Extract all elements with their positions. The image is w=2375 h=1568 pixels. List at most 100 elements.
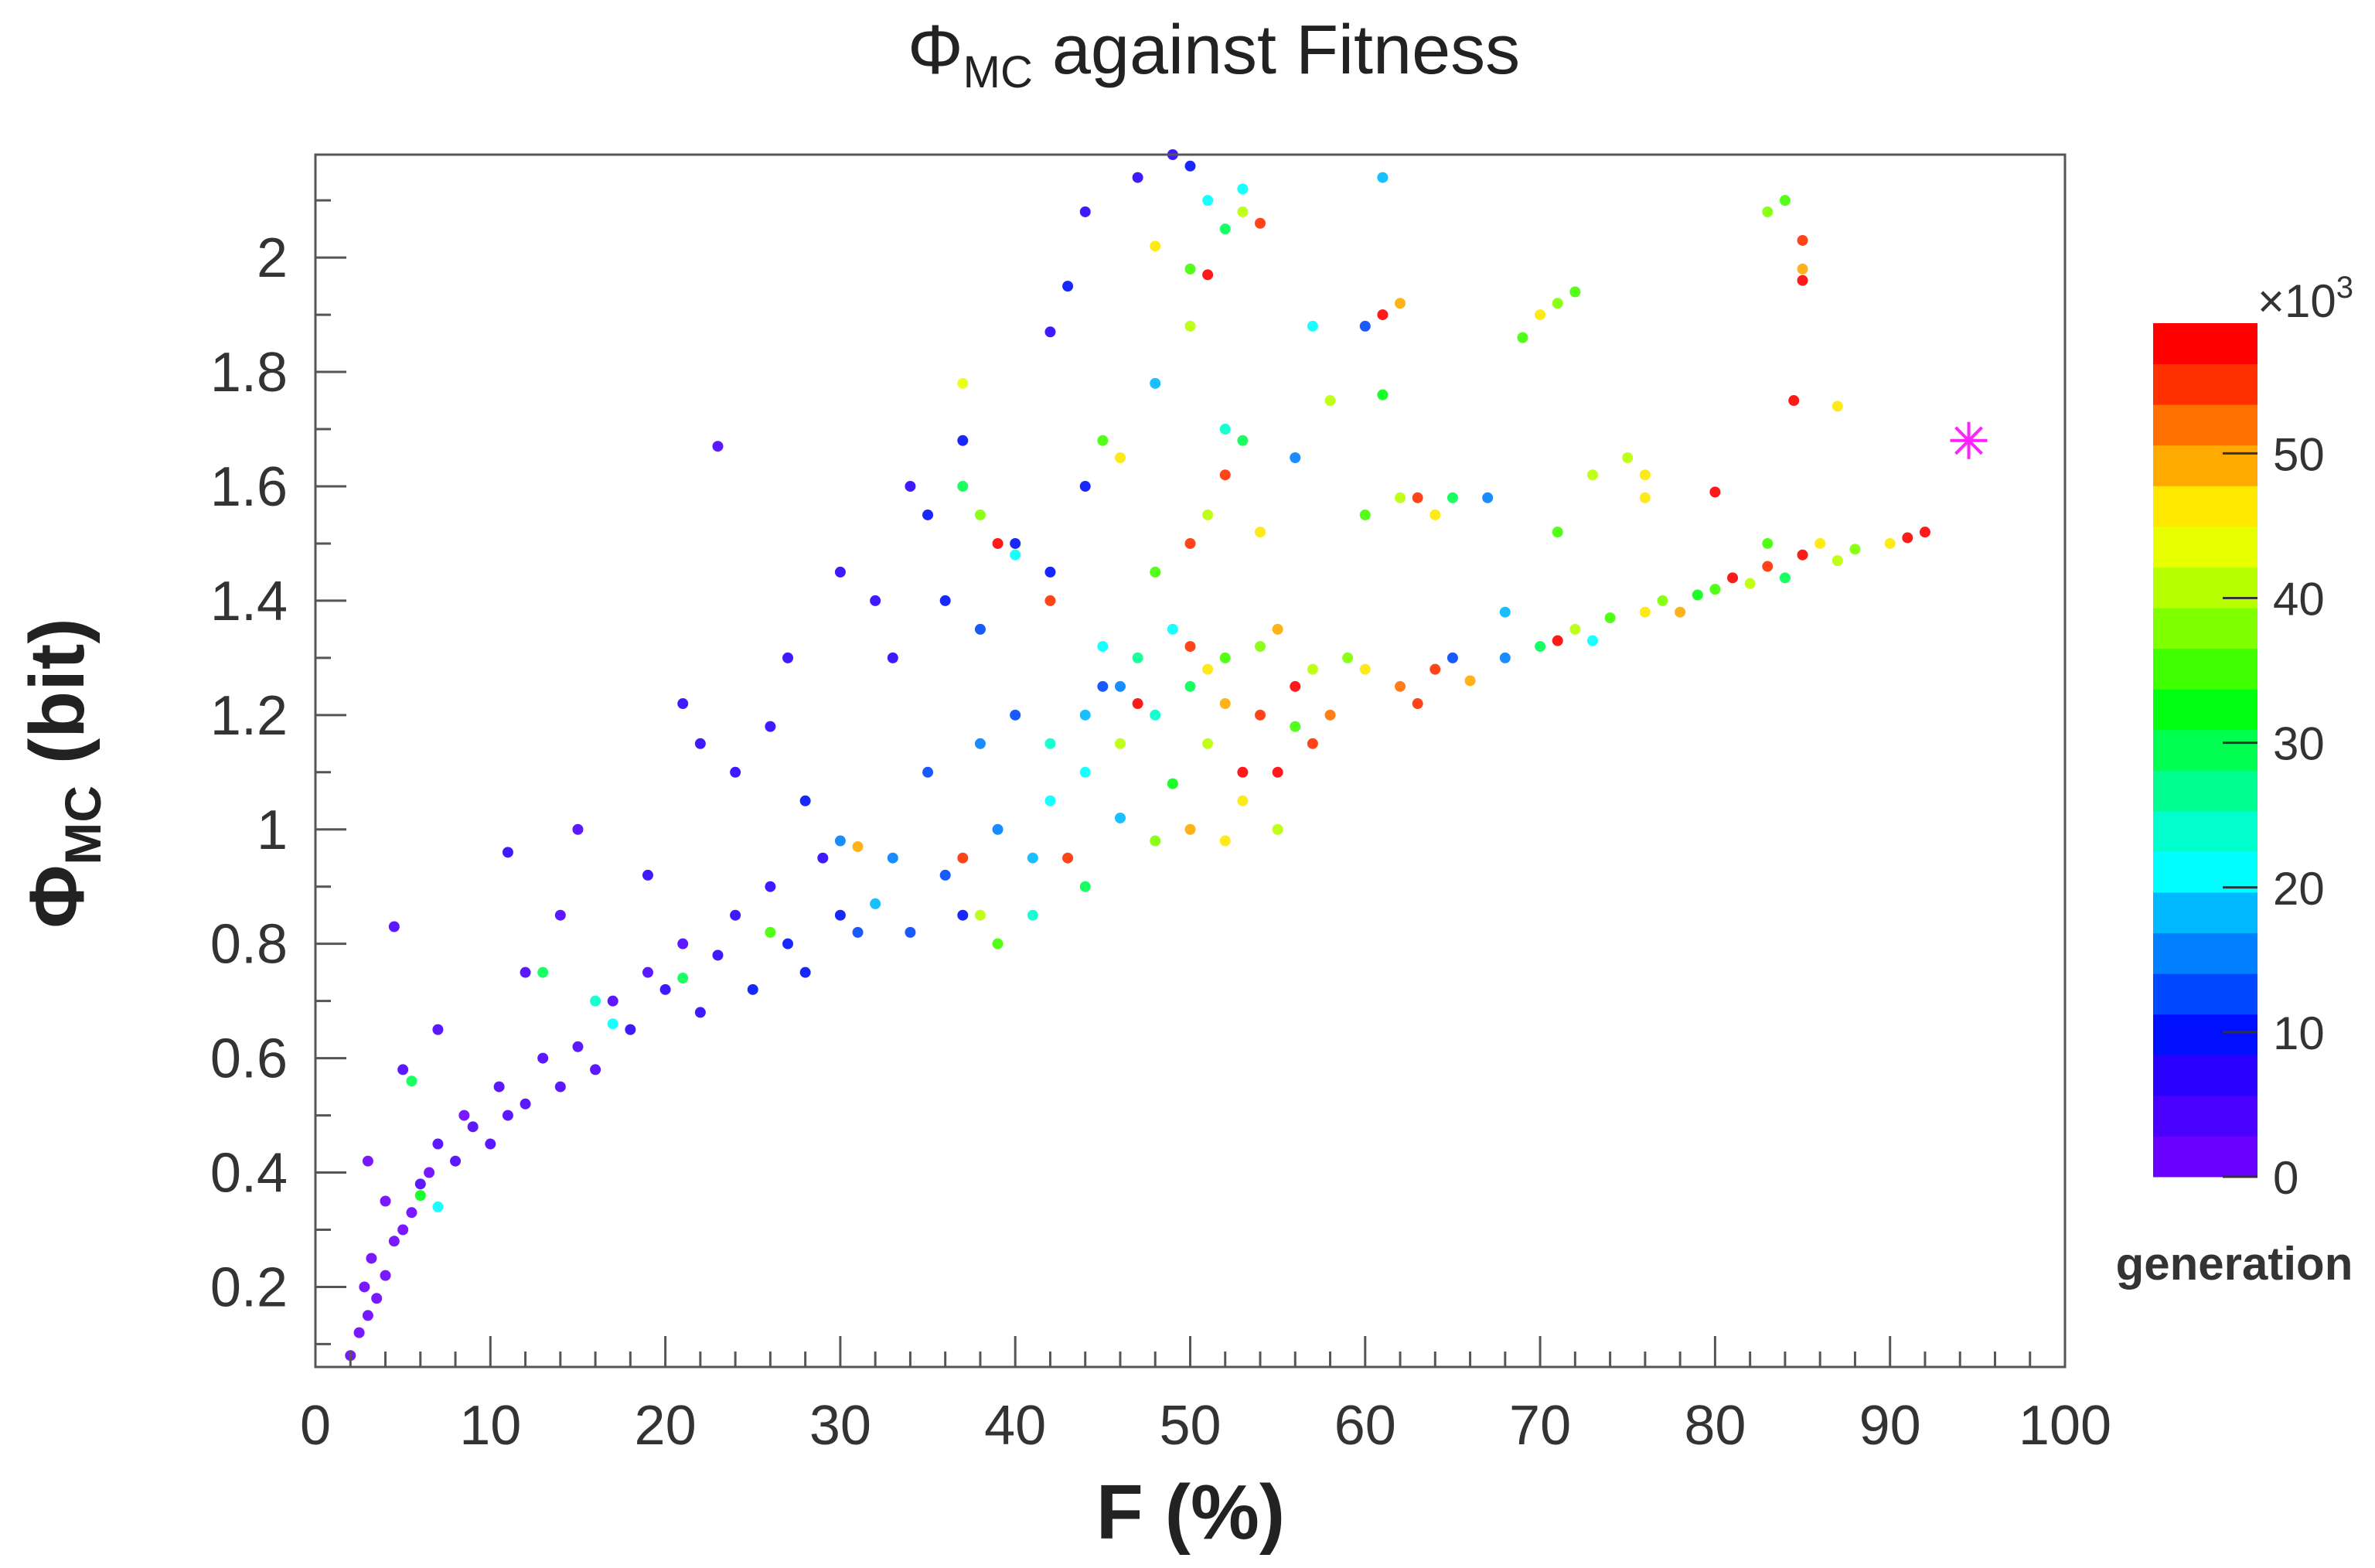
x-tick-label: 40: [984, 1395, 1046, 1457]
data-point: [537, 1052, 549, 1064]
data-point: [1639, 492, 1651, 503]
data-point: [1797, 274, 1808, 286]
data-point: [765, 721, 776, 732]
data-point: [1446, 492, 1458, 503]
data-point: [1535, 641, 1546, 653]
data-point: [1114, 812, 1126, 823]
data-point: [1150, 709, 1161, 721]
chart-title: ΦMC against Fitness: [908, 12, 1520, 97]
data-point: [554, 1081, 566, 1092]
x-tick-label: 30: [809, 1395, 871, 1457]
data-point: [1062, 852, 1074, 864]
data-point: [1552, 527, 1563, 538]
data-point: [432, 1201, 444, 1212]
data-point: [1586, 469, 1598, 481]
data-point: [1849, 544, 1861, 555]
data-point: [502, 1110, 513, 1121]
data-point: [1429, 509, 1441, 520]
data-point: [1446, 652, 1458, 663]
data-point: [1779, 572, 1791, 584]
data-point: [1814, 537, 1826, 549]
data-point: [1114, 738, 1126, 749]
data-point: [1797, 234, 1808, 246]
data-point: [905, 480, 916, 492]
data-point: [799, 795, 811, 806]
data-point: [1255, 641, 1266, 653]
data-point: [1184, 680, 1196, 692]
data-point: [406, 1207, 417, 1219]
data-point: [1114, 680, 1126, 692]
data-point: [1797, 549, 1808, 561]
data-point: [765, 881, 776, 892]
y-tick-label: 1.4: [210, 571, 288, 632]
data-point: [1762, 537, 1774, 549]
colorbar: 0 10 20 30 40 50: [2153, 323, 2325, 1204]
data-point: [432, 1024, 444, 1035]
data-point: [1044, 738, 1056, 749]
data-point: [992, 537, 1003, 549]
data-point: [502, 847, 513, 858]
x-tick-label: 50: [1159, 1395, 1221, 1457]
data-point: [1237, 206, 1249, 217]
asterisk-marker: [1950, 421, 1988, 459]
data-point: [1377, 309, 1389, 321]
colorbar-tick-label: 20: [2273, 863, 2325, 915]
data-point: [957, 435, 969, 446]
data-point: [1184, 823, 1196, 835]
data-point: [834, 566, 846, 578]
x-axis: 0 10 20 30 40 50 60 70 80 90 100: [300, 1336, 2111, 1457]
data-point: [782, 652, 794, 663]
colorbar-band: [2153, 1095, 2257, 1137]
data-point: [712, 949, 724, 961]
data-point: [1219, 835, 1231, 847]
data-point: [974, 623, 986, 635]
data-point: [834, 909, 846, 921]
data-point: [1184, 537, 1196, 549]
data-point: [1919, 527, 1930, 538]
asterisk-stroke: [1954, 426, 1983, 455]
data-point: [1150, 240, 1161, 252]
data-point: [414, 1178, 426, 1190]
data-point: [694, 738, 706, 749]
data-point: [1342, 652, 1354, 663]
data-point: [1010, 709, 1021, 721]
data-point: [1167, 623, 1178, 635]
data-point: [1709, 486, 1721, 498]
data-point: [922, 509, 934, 520]
data-point: [1359, 320, 1371, 332]
data-point: [939, 595, 951, 606]
colorbar-band: [2153, 1014, 2257, 1055]
data-point: [659, 983, 671, 995]
data-point: [852, 840, 864, 852]
data-point: [1062, 281, 1074, 292]
data-point: [388, 921, 400, 932]
data-point: [1272, 823, 1283, 835]
colorbar-band: [2153, 404, 2257, 446]
data-point: [730, 909, 741, 921]
data-point: [572, 1041, 584, 1052]
data-point: [1202, 663, 1214, 675]
data-point: [1517, 332, 1528, 343]
data-point: [957, 909, 969, 921]
data-point: [1079, 709, 1091, 721]
colorbar-band: [2153, 567, 2257, 608]
data-point: [1272, 623, 1283, 635]
data-point: [1657, 595, 1668, 606]
x-tick-label: 10: [459, 1395, 521, 1457]
colorbar-band: [2153, 729, 2257, 771]
data-point: [607, 995, 618, 1007]
data-point: [1010, 537, 1021, 549]
data-point: [1290, 452, 1301, 463]
data-point: [1044, 795, 1056, 806]
data-point: [1552, 635, 1563, 646]
data-point: [1219, 469, 1231, 481]
data-point: [1097, 641, 1109, 653]
colorbar-band: [2153, 526, 2257, 568]
colorbar-band: [2153, 892, 2257, 934]
data-point: [712, 441, 724, 452]
data-point: [1114, 452, 1126, 463]
colorbar-band: [2153, 770, 2257, 812]
data-point: [677, 973, 689, 984]
data-point: [1219, 424, 1231, 435]
